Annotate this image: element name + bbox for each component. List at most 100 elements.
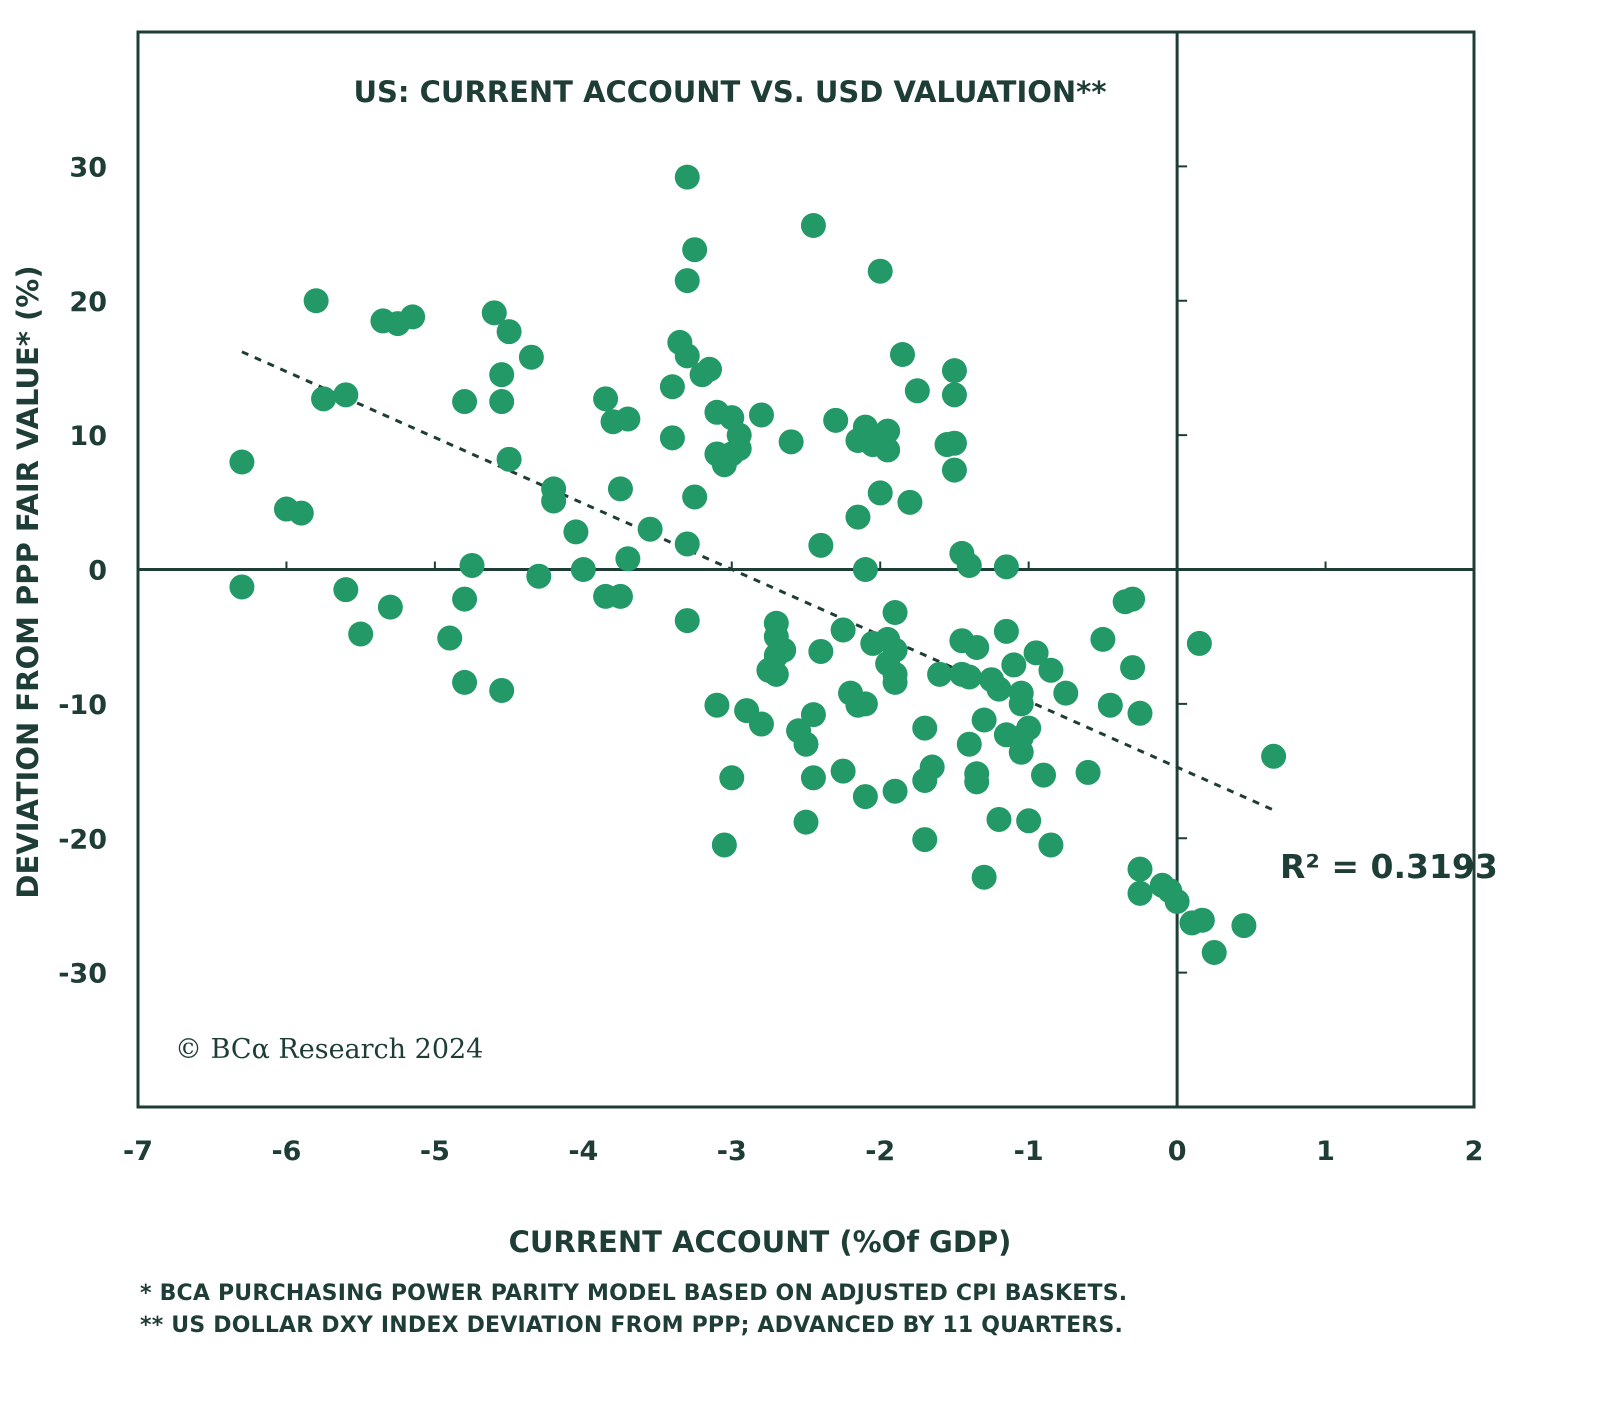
scatter-point [496,319,522,345]
scatter-point [607,583,633,609]
y-tick-label: 10 [69,421,107,452]
scatter-point [986,806,1012,832]
scatter-point [1031,762,1057,788]
scatter-point [697,356,723,382]
x-tick-label: -6 [271,1136,301,1167]
x-tick-label: -1 [1014,1136,1044,1167]
scatter-point [659,425,685,451]
scatter-point [1016,808,1042,834]
x-tick-label: -2 [865,1136,895,1167]
scatter-point [719,765,745,791]
scatter-point [882,669,908,695]
scatter-point [993,618,1019,644]
scatter-point [637,516,663,542]
scatter-point [956,731,982,757]
scatter-point [452,389,478,415]
scatter-point [941,382,967,408]
scatter-point [927,661,953,687]
scatter-point [1157,878,1183,904]
scatter-point [771,637,797,663]
scatter-point [964,769,990,795]
scatter-point [852,784,878,810]
scatter-point [541,488,567,514]
scatter-point [1075,759,1101,785]
scatter-point [1261,743,1287,769]
footnote-1: * BCA PURCHASING POWER PARITY MODEL BASE… [140,1281,1128,1306]
scatter-point [941,358,967,384]
scatter-point [1127,700,1153,726]
scatter-point [1016,715,1042,741]
y-tick-label: -30 [58,959,107,990]
scatter-point [311,386,337,412]
scatter-point [867,480,893,506]
x-tick-label: 0 [1168,1136,1187,1167]
scatter-point [852,557,878,582]
scatter-point [800,213,826,238]
scatter-point [526,563,552,589]
scatter-point [808,532,834,558]
scatter-point [1038,657,1064,683]
scatter-point [659,374,685,400]
scatter-point [288,500,314,526]
axis-ticks [137,165,1475,974]
scatter-point [333,577,359,603]
scatter-point [1127,880,1153,906]
scatter-point [303,288,329,314]
scatter-point [452,669,478,695]
scatter-point [726,436,752,462]
scatter-point [904,378,930,404]
scatter-point [971,864,997,890]
scatter-point [993,554,1019,580]
y-tick-label: -10 [58,690,107,721]
scatter-point [793,809,819,835]
scatter-point [956,552,982,578]
scatter-point [867,258,893,284]
scatter-point [823,407,849,433]
trendline-group [241,350,1278,813]
scatter-point [607,476,633,502]
scatter-point [496,446,522,472]
scatter-point [518,344,544,370]
scatter-point [808,638,834,664]
x-tick-label: 2 [1465,1136,1484,1167]
scatter-point [897,489,923,515]
footnote-2: ** US DOLLAR DXY INDEX DEVIATION FROM PP… [140,1313,1124,1338]
scatter-point [1001,652,1027,678]
scatter-point [674,531,700,557]
scatter-point [1023,640,1049,666]
scatter-point [452,586,478,612]
scatter-point [1127,856,1153,882]
y-tick-label: -20 [58,824,107,855]
trendline [241,350,1278,813]
scatter-point [800,702,826,728]
scatter-point [1120,655,1146,681]
scatter-point [1090,626,1116,652]
scatter-point [481,300,507,326]
scatter-point [1008,691,1034,717]
scatter-point [711,832,737,858]
scatter-point [875,437,901,463]
scatter-point [1112,589,1138,615]
scatter-point [704,692,730,718]
scatter-point [563,519,589,545]
scatter-point [1038,832,1064,858]
y-tick-label: 0 [88,556,107,587]
scatter-point [882,600,908,625]
scatter-point [593,386,619,412]
scatter-point [778,429,804,455]
r-squared-label: R² = 0.3193 [1280,847,1498,886]
scatter-point [882,637,908,663]
scatter-point [889,342,915,367]
copyright-label: © BCα Research 2024 [175,1034,483,1065]
scatter-point [674,268,700,294]
scatter-point [615,546,641,572]
x-tick-label: -5 [420,1136,450,1167]
scatter-point [941,430,967,456]
scatter-point [1231,913,1257,939]
scatter-point [674,343,700,369]
scatter-point [1201,939,1227,965]
scatter-point [793,731,819,757]
scatter-point [348,621,374,647]
scatter-point [489,362,515,388]
scatter-point [570,557,596,582]
